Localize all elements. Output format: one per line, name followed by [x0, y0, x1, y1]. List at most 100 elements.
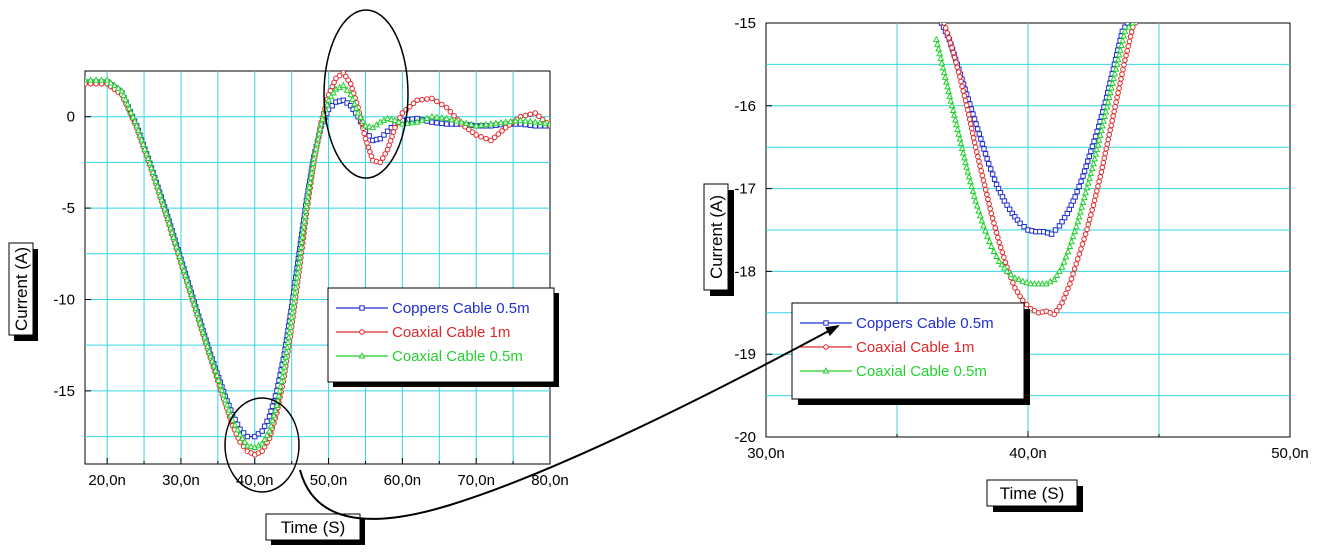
data-point: [447, 108, 454, 115]
data-point: [261, 435, 269, 443]
data-point: [1094, 188, 1100, 194]
data-point: [962, 97, 969, 104]
x-tick-label: 20,0n: [88, 472, 126, 489]
data-point: [399, 110, 406, 116]
data-point: [379, 155, 386, 161]
data-point: [131, 117, 139, 124]
data-point: [87, 76, 94, 83]
data-point: [986, 201, 992, 207]
y-tick-label: -20: [734, 429, 756, 446]
data-point: [136, 131, 144, 138]
data-point: [962, 158, 969, 166]
data-point: [546, 120, 550, 127]
y-tick-label: -15: [734, 15, 756, 32]
data-point: [526, 117, 534, 125]
data-point: [1128, 29, 1135, 35]
data-point: [955, 130, 963, 137]
data-point: [949, 45, 955, 51]
data-point: [438, 114, 446, 121]
ticks-right: 30,0n 40,0n 50,0n -15 -16 -17 -18 -19 -20: [734, 15, 1308, 462]
data-point: [935, 45, 942, 52]
data-point: [1127, 33, 1134, 40]
data-point: [1061, 295, 1067, 301]
x-tick-label: 70,0n: [457, 472, 495, 489]
data-point: [259, 448, 265, 455]
data-point: [198, 323, 206, 331]
data-point: [333, 75, 339, 82]
data-point: [497, 118, 505, 126]
data-point: [292, 284, 300, 291]
data-point: [294, 269, 302, 276]
data-point: [1078, 178, 1084, 185]
legend-label: Coaxial Cable 1m: [392, 324, 510, 341]
data-point: [159, 200, 167, 207]
data-point: [271, 406, 279, 414]
series-circle: [941, 23, 1139, 318]
data-point: [311, 149, 319, 157]
data-point: [1023, 278, 1031, 286]
data-point: [966, 116, 973, 123]
data-point: [287, 318, 295, 326]
data-point: [1111, 108, 1117, 115]
data-point: [1017, 293, 1023, 300]
data-point: [349, 95, 356, 102]
data-point: [1048, 231, 1055, 237]
data-point: [992, 225, 999, 231]
data-point: [98, 76, 106, 83]
data-point: [216, 381, 224, 388]
data-point: [1052, 227, 1059, 233]
data-point: [541, 119, 549, 126]
data-point: [1079, 241, 1086, 247]
data-point: [129, 113, 137, 120]
data-point: [984, 156, 990, 162]
data-point: [1086, 216, 1093, 223]
data-point: [177, 257, 185, 264]
data-point: [282, 353, 290, 360]
data-point: [438, 101, 445, 108]
data-point: [288, 313, 296, 321]
data-point: [978, 168, 985, 174]
data-point: [296, 253, 304, 261]
data-point: [278, 377, 285, 385]
data-point: [168, 228, 176, 236]
x-tick-label: 50,0n: [310, 472, 348, 489]
data-point: [391, 116, 399, 123]
data-point: [392, 124, 398, 131]
data-point: [944, 83, 951, 90]
data-point: [428, 112, 436, 120]
data-point: [1091, 197, 1098, 204]
data-point: [286, 323, 294, 331]
data-point: [1056, 267, 1063, 274]
data-point: [1084, 179, 1092, 186]
data-point: [1051, 311, 1057, 318]
y-tick-label: -16: [734, 98, 756, 115]
data-point: [215, 376, 223, 384]
data-point: [146, 159, 154, 166]
data-point: [1088, 148, 1094, 155]
data-point: [144, 154, 152, 162]
data-point: [945, 87, 953, 95]
data-point: [483, 135, 489, 142]
data-point: [304, 192, 312, 200]
data-point: [950, 49, 957, 56]
data-point: [968, 182, 976, 190]
data-point: [1103, 145, 1110, 152]
data-point: [280, 363, 288, 370]
data-point: [295, 259, 303, 266]
data-point: [1074, 217, 1082, 225]
data-point: [429, 119, 435, 125]
data-point: [429, 95, 435, 102]
data-point: [354, 109, 362, 116]
chart-right: 30,0n 40,0n 50,0n -15 -16 -17 -18 -19 -20 Curren…: [703, 15, 1309, 512]
data-point: [309, 159, 317, 166]
data-point: [473, 132, 479, 138]
data-point: [1125, 23, 1133, 30]
data-point: [1124, 23, 1131, 26]
data-point: [290, 293, 298, 301]
data-point: [303, 197, 311, 205]
data-point: [453, 117, 460, 124]
data-point: [306, 178, 314, 186]
data-point: [150, 173, 158, 180]
data-point: [1103, 103, 1111, 110]
